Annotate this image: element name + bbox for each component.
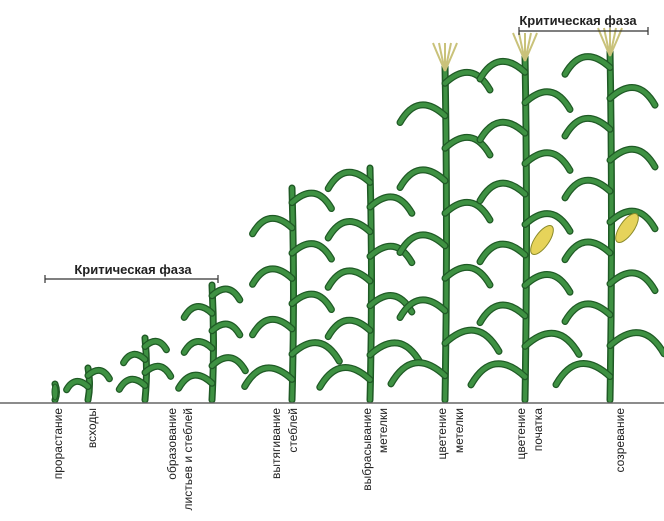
plants (52, 28, 664, 400)
stage-label: стеблей (286, 408, 300, 453)
stage-label: созревание (613, 408, 627, 473)
stage-label: вытягивание (269, 408, 283, 479)
sprout (52, 384, 58, 400)
leaf (67, 381, 88, 389)
stage-label: метелки (376, 408, 390, 453)
critical-phase-bracket (519, 27, 648, 35)
stage-label: початка (531, 408, 545, 452)
stage-label: образование (165, 408, 179, 480)
cob (527, 222, 558, 258)
critical-phase-label: Критическая фаза (519, 13, 637, 28)
stage-label: цветение (435, 408, 449, 460)
stem (292, 188, 294, 400)
stage-label: цветение (514, 408, 528, 460)
stage-label: листьев и стеблей (181, 408, 195, 511)
critical-phase-label: Критическая фаза (74, 262, 192, 277)
stage-label: выбрасывание (360, 408, 374, 491)
stage-label: прорастание (51, 408, 65, 480)
stage-label: метелки (452, 408, 466, 453)
diagram: Критическая фаза Критическая фаза прорас… (0, 0, 664, 521)
leaf (124, 354, 145, 362)
stage-label: всходы (85, 408, 99, 448)
